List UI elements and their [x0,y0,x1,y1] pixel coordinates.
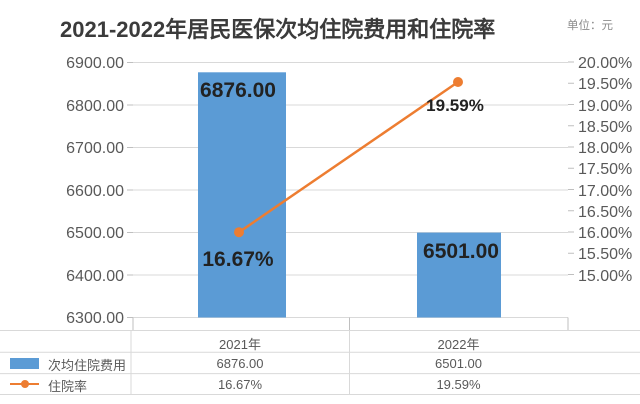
svg-text:19.59%: 19.59% [426,96,484,115]
svg-text:6876.00: 6876.00 [200,79,276,102]
svg-text:6501.00: 6501.00 [423,240,499,263]
svg-text:16.67%: 16.67% [202,248,274,271]
